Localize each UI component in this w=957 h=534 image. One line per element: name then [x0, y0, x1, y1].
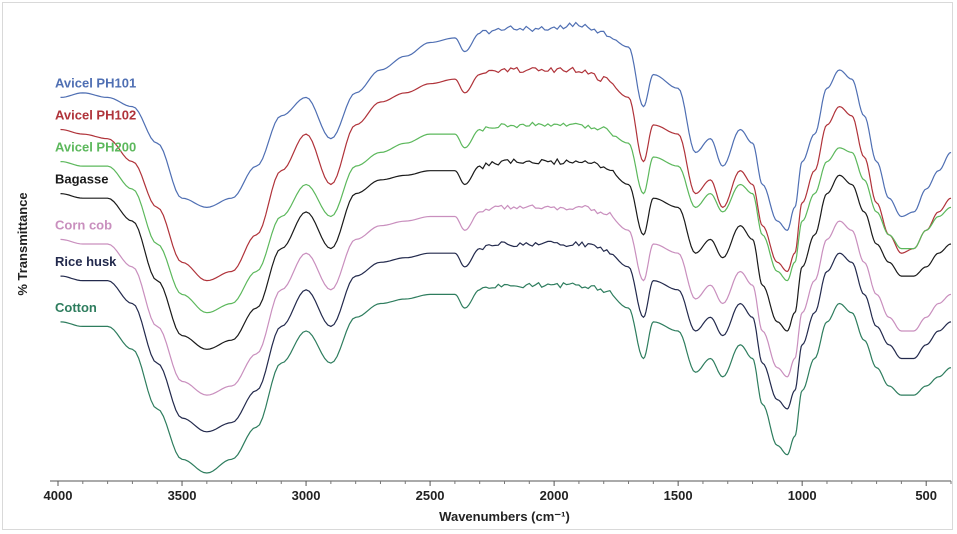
spectrum-traces [61, 23, 952, 474]
x-tick-label-1000: 1000 [788, 488, 817, 503]
series-line-avicel-ph101 [61, 23, 952, 231]
series-line-cotton [61, 283, 952, 473]
series-label-avicel-ph102: Avicel PH102 [55, 108, 136, 123]
series-label-avicel-ph200: Avicel PH200 [55, 140, 136, 155]
x-tick-label-3000: 3000 [292, 488, 321, 503]
series-line-avicel-ph102 [61, 68, 952, 281]
series-label-bagasse: Bagasse [55, 172, 108, 187]
series-label-cotton: Cotton [55, 300, 97, 315]
x-tick-label-4000: 4000 [44, 488, 73, 503]
x-tick-label-1500: 1500 [664, 488, 693, 503]
x-tick-label-500: 500 [915, 488, 937, 503]
series-line-corn-cob [61, 205, 952, 395]
x-tick-label-2000: 2000 [540, 488, 569, 503]
y-axis-title: % Transmittance [15, 192, 30, 295]
x-tick-label-2500: 2500 [416, 488, 445, 503]
series-label-avicel-ph101: Avicel PH101 [55, 75, 136, 90]
x-axis-title: Wavenumbers (cm⁻¹) [439, 509, 570, 524]
series-label-rice-husk: Rice husk [55, 254, 117, 269]
x-axis-ticks: 4000 3500 3000 2500 2000 1500 1000 500 [44, 481, 951, 503]
series-label-corn-cob: Corn cob [55, 217, 112, 232]
x-tick-label-3500: 3500 [168, 488, 197, 503]
series-line-rice-husk [61, 241, 952, 431]
ftir-chart: Avicel PH101 Avicel PH102 Avicel PH200 Baga… [3, 3, 954, 531]
series-line-bagasse [61, 159, 952, 349]
